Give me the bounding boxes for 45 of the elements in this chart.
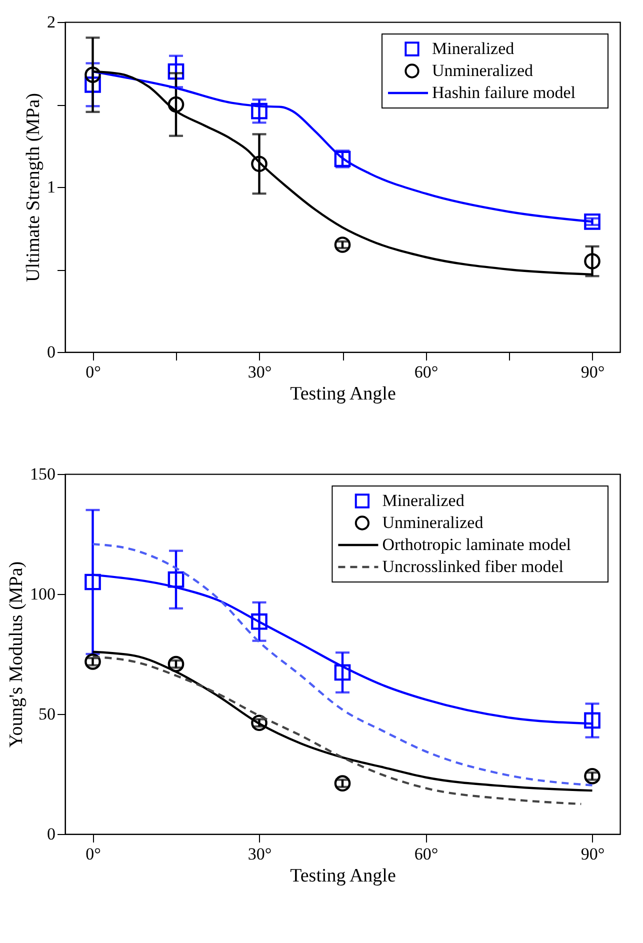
y-tick-label: 0 — [47, 824, 56, 844]
x-tick-label: 60° — [414, 844, 438, 864]
legend-label: Mineralized — [382, 491, 465, 510]
point — [168, 63, 184, 80]
point — [251, 613, 268, 630]
point — [334, 236, 351, 253]
x-tick-label: 30° — [248, 844, 272, 864]
legend-label: Orthotropic laminate model — [382, 535, 572, 554]
point — [334, 775, 351, 792]
point — [84, 654, 101, 670]
point — [584, 768, 600, 784]
legend-label: Unmineralized — [382, 513, 484, 532]
y-axis-title: Young's Modulus (MPa) — [6, 561, 27, 748]
y-tick-label: 150 — [30, 464, 56, 484]
y-tick-label: 100 — [30, 584, 56, 604]
point — [168, 96, 184, 113]
x-axis-title: Testing Angle — [290, 866, 396, 886]
legend-label: Hashin failure model — [432, 83, 576, 102]
y-tick-label: 2 — [47, 12, 56, 32]
x-axis-title: Testing Angle — [290, 384, 396, 404]
legend-label: Unmineralized — [432, 61, 534, 80]
x-tick-label: 90° — [580, 362, 605, 382]
point — [84, 574, 101, 590]
legend-label: Mineralized — [432, 39, 515, 58]
y-axis-title: Ultimate Strength (MPa) — [23, 93, 44, 282]
y-tick-label: 50 — [38, 704, 56, 724]
point — [251, 714, 268, 732]
point — [251, 102, 268, 120]
point — [334, 664, 351, 681]
x-tick-label: 0° — [86, 362, 101, 382]
point — [584, 712, 600, 729]
x-tick-label: 0° — [86, 844, 101, 864]
point — [584, 253, 600, 270]
y-tick-label: 1 — [47, 178, 56, 196]
legend-label: Uncrosslinked fiber model — [382, 557, 564, 576]
point — [84, 76, 101, 93]
x-tick-label: 60° — [414, 362, 438, 382]
x-tick-label: 90° — [580, 844, 605, 864]
point — [84, 66, 101, 83]
point — [168, 571, 184, 588]
point — [251, 156, 268, 172]
x-tick-label: 30° — [248, 362, 272, 382]
y-tick-label: 0 — [47, 342, 56, 362]
point — [584, 213, 600, 230]
point — [168, 656, 184, 672]
